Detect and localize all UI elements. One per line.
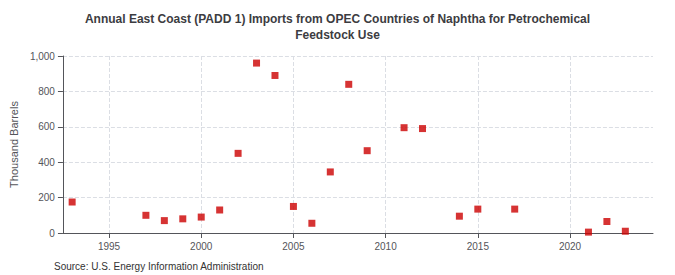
svg-text:2020: 2020 — [559, 241, 582, 252]
svg-text:600: 600 — [38, 121, 55, 132]
svg-text:Source: U.S. Energy Informatio: Source: U.S. Energy Information Administ… — [54, 261, 264, 272]
svg-text:2005: 2005 — [282, 241, 305, 252]
svg-text:1995: 1995 — [98, 241, 121, 252]
svg-text:Feedstock Use: Feedstock Use — [295, 28, 380, 42]
svg-text:400: 400 — [38, 157, 55, 168]
svg-text:2015: 2015 — [467, 241, 490, 252]
svg-text:2000: 2000 — [190, 241, 213, 252]
svg-text:1,000: 1,000 — [30, 51, 55, 62]
svg-text:Annual East Coast (PADD 1) Imp: Annual East Coast (PADD 1) Imports from … — [85, 12, 590, 26]
svg-text:800: 800 — [38, 86, 55, 97]
svg-text:200: 200 — [38, 192, 55, 203]
svg-text:Thousand Barrels: Thousand Barrels — [8, 101, 20, 188]
svg-text:2010: 2010 — [374, 241, 397, 252]
svg-text:0: 0 — [49, 228, 55, 239]
